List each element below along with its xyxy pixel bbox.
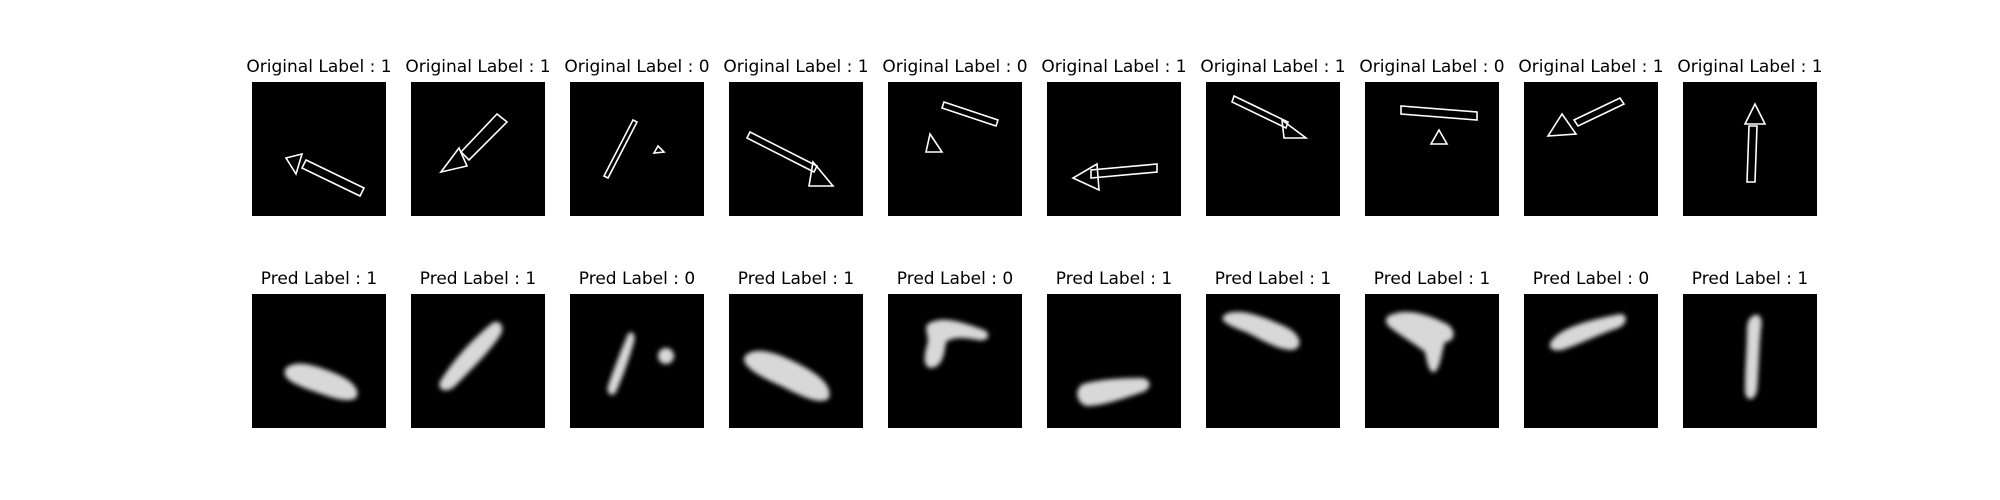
original-image-panel (1683, 82, 1817, 216)
original-image (439, 112, 509, 174)
predicted-blob-shape (439, 321, 503, 391)
arrow-outline-shape (1743, 102, 1767, 183)
pred-image (1385, 311, 1454, 373)
original-label-title: Original Label : 1 (723, 57, 869, 77)
pred-label-title: Pred Label : 1 (1055, 269, 1173, 289)
predicted-blob-shape (607, 332, 674, 395)
pred-image (284, 363, 358, 401)
pred-image-panel (729, 294, 863, 428)
original-image-panel (570, 82, 704, 216)
pred-image-panel (1365, 294, 1499, 428)
pred-image-panel (1206, 294, 1340, 428)
arrow-outline-shape (1231, 94, 1309, 139)
original-image-panel (252, 82, 386, 216)
pred-image-panel (1683, 294, 1817, 428)
pred-image (439, 321, 503, 391)
pred-label-title: Pred Label : 0 (578, 269, 696, 289)
arrow-outline-shape (284, 152, 366, 198)
arrow-outline-shape (439, 112, 509, 174)
pred-image-panel (1524, 294, 1658, 428)
original-label-title: Original Label : 1 (246, 57, 392, 77)
original-image (1743, 102, 1767, 183)
arrow-outline-shape (1400, 105, 1478, 145)
predicted-blob-shape (1222, 311, 1300, 350)
pred-image (744, 350, 830, 401)
pred-label-title: Pred Label : 0 (896, 269, 1014, 289)
pred-image (1222, 311, 1300, 350)
pred-label-title: Pred Label : 1 (260, 269, 378, 289)
arrow-outline-shape (745, 130, 835, 187)
pred-image (1077, 378, 1150, 406)
original-label-title: Original Label : 1 (1677, 57, 1823, 77)
original-image-panel (1206, 82, 1340, 216)
original-label-title: Original Label : 1 (1200, 57, 1346, 77)
original-image (1231, 94, 1309, 139)
pred-image (1549, 314, 1626, 351)
arrow-outline-shape (1071, 162, 1158, 192)
original-image-panel (729, 82, 863, 216)
predicted-blob-shape (1549, 314, 1626, 351)
pred-image (607, 332, 674, 395)
original-image (1546, 96, 1626, 137)
arrow-outline-shape (602, 118, 666, 180)
original-image (602, 118, 666, 180)
original-image-panel (411, 82, 545, 216)
original-image (745, 130, 835, 187)
pred-image-panel (570, 294, 704, 428)
predicted-blob-shape (1745, 314, 1762, 399)
predicted-blob-shape (924, 319, 989, 368)
pred-image-panel (888, 294, 1022, 428)
original-image (1071, 162, 1158, 192)
original-label-title: Original Label : 0 (882, 57, 1028, 77)
pred-label-title: Pred Label : 0 (1532, 269, 1650, 289)
original-label-title: Original Label : 0 (564, 57, 710, 77)
original-label-title: Original Label : 0 (1359, 57, 1505, 77)
original-image-panel (1047, 82, 1181, 216)
predicted-blob-shape (744, 350, 830, 401)
arrow-outline-shape (1546, 96, 1626, 137)
original-image (1400, 105, 1478, 145)
pred-image-panel (1047, 294, 1181, 428)
pred-label-title: Pred Label : 1 (419, 269, 537, 289)
pred-label-title: Pred Label : 1 (1373, 269, 1491, 289)
pred-image-panel (411, 294, 545, 428)
original-label-title: Original Label : 1 (405, 57, 551, 77)
original-image-panel (888, 82, 1022, 216)
pred-image (924, 319, 989, 368)
arrow-outline-shape (925, 100, 1000, 153)
predicted-blob-shape (1077, 378, 1150, 406)
pred-label-title: Pred Label : 1 (1214, 269, 1332, 289)
pred-label-title: Pred Label : 1 (1691, 269, 1809, 289)
original-image-panel (1524, 82, 1658, 216)
original-label-title: Original Label : 1 (1041, 57, 1187, 77)
pred-label-title: Pred Label : 1 (737, 269, 855, 289)
predicted-blob-shape (1385, 311, 1454, 373)
pred-image (1745, 314, 1762, 399)
original-image (925, 100, 1000, 153)
pred-image-panel (252, 294, 386, 428)
original-image-panel (1365, 82, 1499, 216)
original-image (284, 152, 366, 198)
original-label-title: Original Label : 1 (1518, 57, 1664, 77)
predicted-blob-shape (284, 363, 358, 401)
